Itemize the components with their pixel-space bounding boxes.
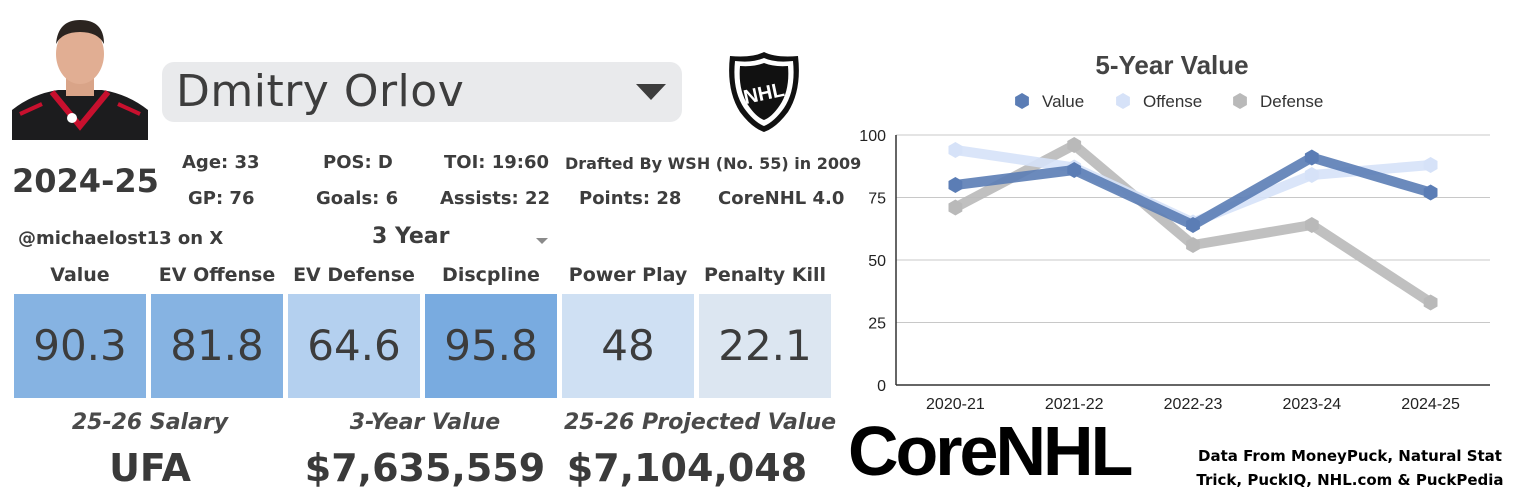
rating-tile-discipline: 95.8 — [425, 294, 557, 398]
player-name: Dmitry Orlov — [176, 66, 465, 117]
salary-label: 25-26 Salary — [71, 410, 229, 435]
author-handle: @michaelost13 on X — [18, 228, 224, 249]
data-point-defense — [1186, 237, 1200, 253]
three-year-value: $7,635,559 — [304, 446, 546, 490]
y-tick-label: 75 — [868, 191, 886, 208]
data-point-value — [1304, 149, 1319, 166]
credit-line-1: Data From MoneyPuck, Natural Stat — [1198, 447, 1502, 465]
stat-toi: TOI: 19:60 — [444, 152, 550, 173]
stat-position: POS: D — [323, 152, 393, 173]
stat-assists: Assists: 22 — [440, 188, 551, 209]
data-credits: Data From MoneyPuck, Natural Stat Trick,… — [1190, 444, 1510, 492]
legend-marker-offense — [1116, 93, 1130, 109]
legend-label-defense: Defense — [1260, 92, 1323, 111]
dropdown-caret-icon[interactable] — [636, 84, 666, 100]
data-point-offense — [948, 142, 963, 158]
rating-tile-value: 90.3 — [14, 294, 146, 398]
data-point-defense — [1304, 217, 1319, 233]
rating-tile-ev-defense: 64.6 — [288, 294, 420, 398]
data-point-defense — [948, 199, 963, 216]
stat-model-version: CoreNHL 4.0 — [718, 188, 845, 209]
projected-value-label: 25-26 Projected Value — [563, 410, 837, 435]
y-tick-label: 100 — [859, 128, 886, 145]
season-label: 2024-25 — [12, 162, 159, 200]
y-axis: 0 25 50 75 100 — [859, 128, 886, 395]
stat-goals: Goals: 6 — [316, 188, 399, 209]
legend-label-offense: Offense — [1143, 92, 1202, 111]
corenhl-logo: CoreNHL — [848, 412, 1133, 490]
chart-legend: Value Offense Defense — [1015, 92, 1323, 111]
chart-series — [948, 137, 1438, 311]
data-point-offense — [1304, 167, 1319, 183]
period-select[interactable]: 3 Year — [372, 224, 450, 249]
data-point-offense — [1423, 157, 1438, 173]
rating-label-power-play: Power Play — [568, 264, 688, 286]
rating-tile-penalty-kill: 22.1 — [699, 294, 831, 398]
three-year-value-label: 3-Year Value — [349, 410, 501, 435]
projected-value: $7,104,048 — [566, 446, 808, 490]
player-select-dropdown[interactable]: Dmitry Orlov — [162, 62, 682, 122]
rating-label-penalty-kill: Penalty Kill — [703, 264, 826, 286]
player-portrait-image — [12, 14, 148, 140]
legend-label-value: Value — [1042, 92, 1084, 111]
legend-marker-defense — [1233, 93, 1247, 109]
nhl-shield-icon: NHL — [729, 52, 799, 132]
x-tick-label: 2024-25 — [1401, 396, 1460, 413]
y-tick-label: 0 — [877, 378, 886, 395]
stat-draft: Drafted By WSH (No. 55) in 2009 — [565, 154, 862, 173]
rating-label-discipline: Discpline — [442, 264, 540, 286]
rating-tile-power-play: 48 — [562, 294, 694, 398]
data-point-value — [948, 177, 963, 193]
credit-line-2: Trick, PuckIQ, NHL.com & PuckPedia — [1196, 471, 1504, 489]
rating-label-ev-defense: EV Defense — [293, 264, 415, 286]
y-tick-label: 50 — [868, 253, 886, 270]
rating-tile-ev-offense: 81.8 — [151, 294, 283, 398]
stat-points: Points: 28 — [579, 188, 682, 209]
x-tick-label: 2022-23 — [1164, 396, 1223, 413]
data-point-value — [1186, 217, 1200, 233]
stat-games-played: GP: 76 — [188, 188, 255, 209]
five-year-value-chart: 5-Year Value Value Offense Defense 0 25 50 75… — [859, 50, 1490, 413]
x-tick-label: 2020-21 — [926, 396, 985, 413]
rating-label-value: Value — [50, 264, 110, 286]
chart-title: 5-Year Value — [1095, 50, 1248, 80]
nhl-logo: NHL — [726, 50, 802, 134]
data-point-defense — [1067, 137, 1082, 153]
y-tick-label: 25 — [868, 316, 886, 333]
period-caret-icon[interactable] — [536, 238, 548, 244]
data-point-value — [1067, 162, 1082, 178]
data-point-value — [1423, 184, 1438, 201]
stat-age: Age: 33 — [182, 152, 260, 173]
chart-grid — [895, 134, 1490, 386]
salary-value: UFA — [109, 446, 191, 490]
rating-label-ev-offense: EV Offense — [158, 264, 276, 286]
series-line-offense — [954, 145, 1432, 228]
player-photo — [12, 14, 148, 140]
x-tick-label: 2021-22 — [1045, 396, 1104, 413]
x-tick-label: 2023-24 — [1282, 396, 1341, 413]
x-axis: 2020-21 2021-22 2022-23 2023-24 2024-25 — [926, 396, 1460, 413]
data-point-defense — [1423, 294, 1438, 311]
legend-marker-value — [1015, 93, 1029, 109]
